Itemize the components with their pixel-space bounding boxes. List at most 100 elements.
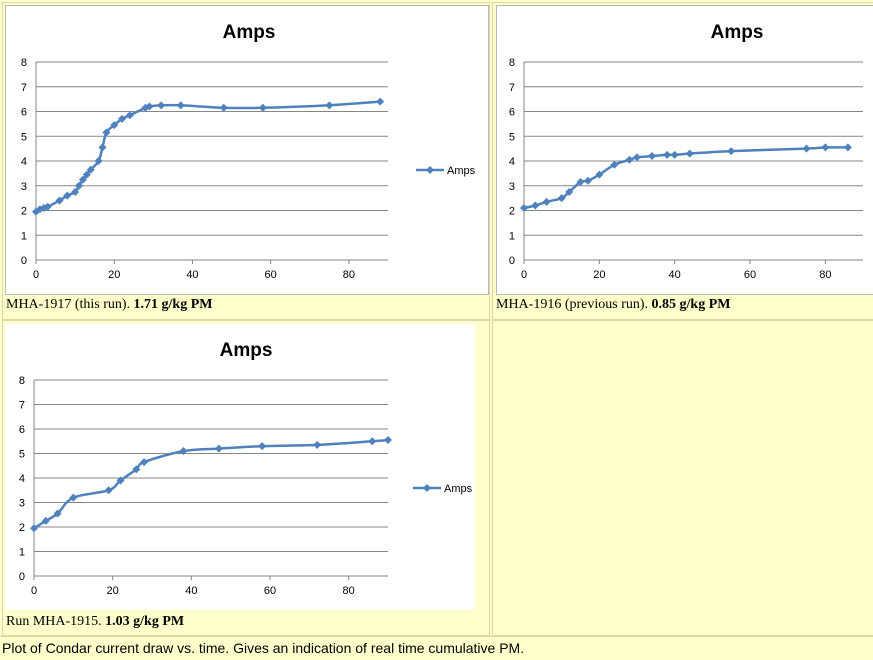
data-point <box>584 176 593 185</box>
y-tick-label: 3 <box>19 498 25 510</box>
series-line-amps <box>35 100 381 213</box>
chart-title: Amps <box>711 22 764 43</box>
legend-marker <box>426 166 434 174</box>
data-point <box>55 196 64 205</box>
data-point <box>78 175 87 184</box>
x-tick-label: 20 <box>593 269 605 281</box>
y-tick-label: 4 <box>509 156 515 168</box>
y-tick-label: 3 <box>21 181 27 193</box>
data-point <box>82 170 91 179</box>
data-point <box>145 102 154 111</box>
footer-description: Plot of Condar current draw vs. time. Gi… <box>0 636 873 660</box>
legend-label: Amps <box>447 165 476 177</box>
y-tick-label: 1 <box>21 230 27 242</box>
y-tick-label: 6 <box>19 424 25 436</box>
y-tick-label: 8 <box>509 57 515 69</box>
data-point <box>542 197 551 206</box>
caption-run-label: MHA-1917 (this run). <box>6 297 134 312</box>
data-point <box>102 128 111 137</box>
data-point <box>53 509 62 518</box>
y-tick-label: 7 <box>509 82 515 94</box>
data-point <box>384 436 392 445</box>
data-point <box>63 191 72 200</box>
y-tick-label: 2 <box>21 206 27 218</box>
x-tick-label: 40 <box>186 269 198 281</box>
data-point <box>71 187 80 196</box>
data-point <box>325 101 334 110</box>
data-point <box>670 150 679 159</box>
data-point <box>376 97 385 106</box>
data-point <box>176 101 185 110</box>
y-tick-label: 0 <box>19 571 25 583</box>
data-point <box>104 486 113 495</box>
y-tick-label: 8 <box>21 57 27 69</box>
data-point <box>125 111 134 120</box>
x-tick-label: 20 <box>108 269 120 281</box>
y-tick-label: 0 <box>509 255 515 267</box>
series-line-amps <box>523 146 848 210</box>
data-point <box>663 150 672 159</box>
y-tick-label: 5 <box>21 131 27 143</box>
caption-pm-value: 1.71 g/kg PM <box>133 297 213 312</box>
data-point <box>595 170 604 179</box>
data-point <box>821 143 830 152</box>
caption-run-label: MHA-1916 (previous run). <box>496 297 652 312</box>
data-point <box>368 437 377 446</box>
x-tick-label: 0 <box>33 269 39 281</box>
y-tick-label: 3 <box>509 181 515 193</box>
y-tick-label: 4 <box>21 156 27 168</box>
data-point <box>648 152 657 161</box>
data-point <box>610 160 619 169</box>
data-point <box>557 194 566 203</box>
data-point <box>531 201 540 210</box>
legend-label: Amps <box>444 483 473 495</box>
data-point <box>179 447 188 456</box>
data-point <box>94 157 103 165</box>
data-point <box>86 165 95 174</box>
caption-mha-1916: MHA-1916 (previous run). 0.85 g/kg PM <box>496 297 730 313</box>
y-tick-label: 0 <box>21 255 27 267</box>
x-tick-label: 40 <box>185 585 197 597</box>
data-point <box>843 143 852 152</box>
data-point <box>313 440 322 449</box>
y-tick-label: 6 <box>21 107 27 119</box>
data-point <box>30 524 38 533</box>
x-tick-label: 80 <box>343 585 355 597</box>
data-point <box>258 442 267 451</box>
data-point <box>140 458 149 467</box>
y-tick-label: 7 <box>21 82 27 94</box>
data-point <box>802 144 811 153</box>
y-tick-label: 1 <box>19 547 25 559</box>
caption-pm-value: 0.85 g/kg PM <box>651 297 731 312</box>
data-point <box>727 147 736 156</box>
data-point <box>157 101 166 110</box>
y-tick-label: 8 <box>19 375 25 387</box>
cell-empty <box>492 320 873 636</box>
data-point <box>41 516 50 525</box>
data-point <box>110 121 119 130</box>
data-point <box>520 204 528 213</box>
caption-run-label: Run MHA-1915. <box>6 614 106 629</box>
data-point <box>116 476 125 485</box>
x-tick-label: 40 <box>669 269 681 281</box>
data-point <box>258 103 267 112</box>
chart-mha-1916: Amps 0 1 2 3 4 5 6 7 8 0 20 40 60 80 <box>496 5 873 295</box>
caption-mha-1915: Run MHA-1915. 1.03 g/kg PM <box>6 614 184 630</box>
data-point <box>685 149 694 158</box>
data-point <box>214 444 223 453</box>
y-tick-label: 2 <box>19 522 25 534</box>
data-point <box>118 114 127 123</box>
y-tick-label: 5 <box>19 449 25 461</box>
y-tick-label: 4 <box>19 473 25 485</box>
y-tick-label: 5 <box>509 131 515 143</box>
y-tick-label: 1 <box>509 230 515 242</box>
data-point <box>576 178 585 187</box>
chart-mha-1915: Amps 0 1 2 3 4 5 6 7 8 0 20 40 60 80 Amps <box>5 324 475 610</box>
x-tick-label: 60 <box>264 585 276 597</box>
chart-title: Amps <box>220 340 273 361</box>
data-point <box>132 465 141 474</box>
data-point <box>633 153 641 162</box>
